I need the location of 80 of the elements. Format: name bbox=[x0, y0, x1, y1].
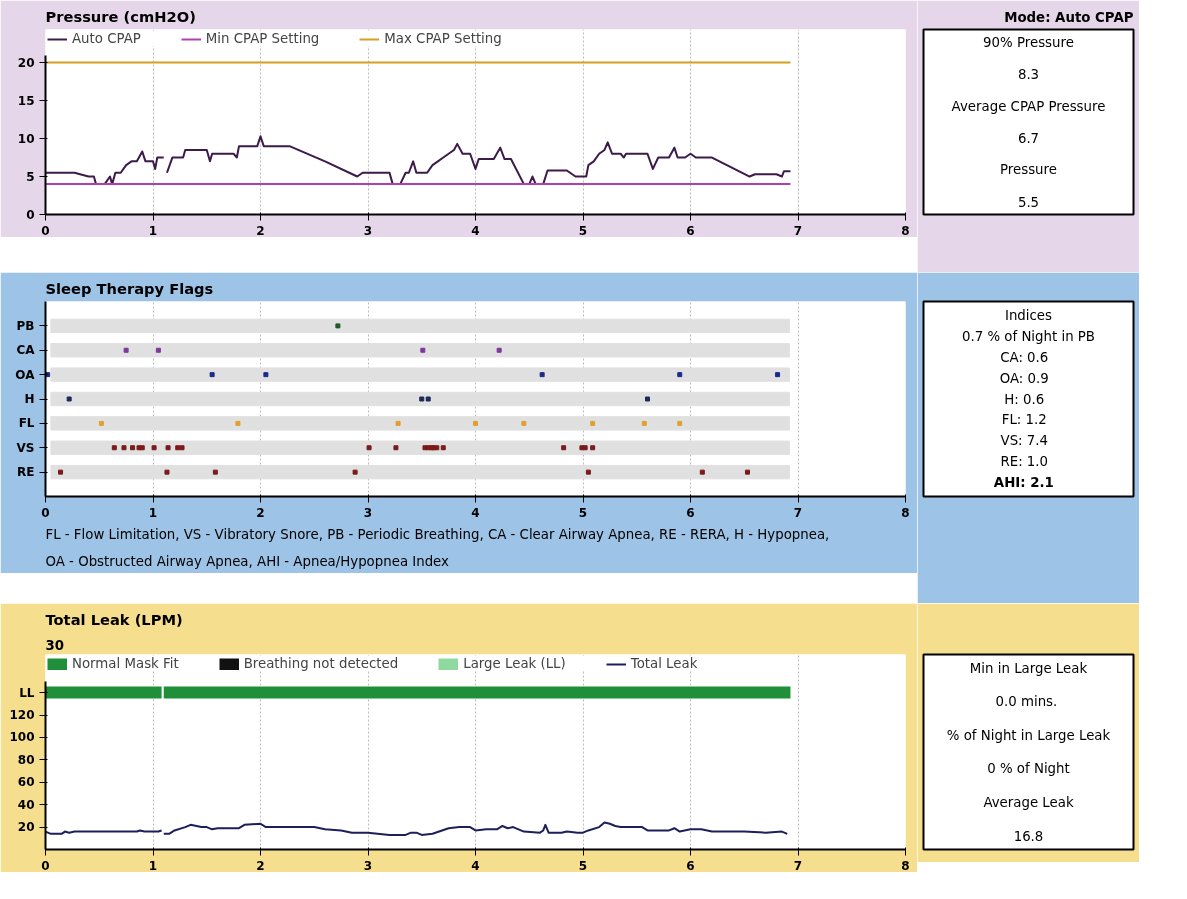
y-tick-label: 15 bbox=[17, 94, 35, 109]
text: Average CPAP Pressure bbox=[951, 98, 1106, 114]
y-tick-label: LL bbox=[19, 685, 35, 700]
x-tick-label: 1 bbox=[148, 223, 158, 238]
y-tick-label: 20 bbox=[17, 56, 35, 71]
x-tick-label: 4 bbox=[471, 223, 480, 238]
text: Pressure bbox=[1000, 162, 1057, 178]
legend-label: Min CPAP Setting bbox=[205, 31, 320, 46]
y-tick-label: CA bbox=[16, 343, 36, 358]
text: CA: 0.6 bbox=[1000, 349, 1049, 365]
text: 6.7 bbox=[1017, 130, 1040, 146]
y-tick-label: 5 bbox=[26, 170, 35, 185]
x-tick-label: 7 bbox=[793, 858, 803, 873]
chart-title: Total Leak (LPM) bbox=[45, 610, 183, 628]
x-tick-label: 4 bbox=[471, 505, 480, 520]
text: VS: 7.4 bbox=[1000, 433, 1049, 449]
y-tick-label: 80 bbox=[17, 752, 35, 767]
x-tick-label: 2 bbox=[256, 505, 265, 520]
text: 16.8 bbox=[1013, 828, 1044, 844]
x-tick-label: 5 bbox=[578, 505, 588, 520]
y-tick-label: 40 bbox=[17, 797, 35, 812]
chart-title: Sleep Therapy Flags bbox=[45, 279, 214, 297]
legend-label: Auto CPAP bbox=[72, 31, 141, 46]
y-tick-label: RE bbox=[17, 465, 35, 480]
x-tick-label: 4 bbox=[471, 858, 480, 873]
x-tick-label: 7 bbox=[793, 223, 803, 238]
x-tick-label: 5 bbox=[578, 858, 588, 873]
text: 30 bbox=[45, 637, 65, 653]
text: AHI: 2.1 bbox=[993, 475, 1054, 491]
text: H: 0.6 bbox=[1004, 391, 1045, 407]
text: Mode: Auto CPAP bbox=[1004, 9, 1134, 25]
y-tick-label: 20 bbox=[17, 820, 35, 835]
legend-label: Total Leak bbox=[630, 656, 698, 671]
x-tick-label: 2 bbox=[256, 223, 265, 238]
x-tick-label: 3 bbox=[363, 223, 373, 238]
y-tick-label: FL bbox=[18, 416, 35, 431]
text: 5.5 bbox=[1017, 194, 1040, 210]
legend-label: Max CPAP Setting bbox=[384, 31, 502, 46]
x-tick-label: 0 bbox=[41, 858, 50, 873]
text: 0.7 % of Night in PB bbox=[961, 328, 1096, 344]
x-tick-label: 7 bbox=[793, 505, 803, 520]
y-tick-label: VS bbox=[16, 440, 35, 455]
y-tick-label: H bbox=[24, 392, 35, 406]
chart-title: Pressure (cmH2O) bbox=[45, 7, 196, 25]
x-tick-label: 6 bbox=[686, 858, 695, 873]
x-tick-label: 8 bbox=[901, 223, 910, 238]
text: 8.3 bbox=[1017, 67, 1040, 83]
x-tick-label: 8 bbox=[901, 858, 910, 873]
text: RE: 1.0 bbox=[1000, 454, 1049, 470]
text: Indices bbox=[1004, 307, 1053, 323]
y-tick-label: 10 bbox=[17, 132, 35, 147]
x-tick-label: 3 bbox=[363, 858, 373, 873]
y-tick-label: 60 bbox=[17, 775, 35, 790]
x-tick-label: 1 bbox=[148, 858, 158, 873]
x-tick-label: 1 bbox=[148, 505, 158, 520]
text: OA: 0.9 bbox=[999, 370, 1049, 386]
legend-label: Large Leak (LL) bbox=[463, 656, 566, 671]
x-tick-label: 0 bbox=[41, 505, 50, 520]
y-tick-label: 0 bbox=[26, 208, 35, 222]
legend-label: Normal Mask Fit bbox=[72, 656, 179, 671]
x-tick-label: 5 bbox=[578, 223, 588, 238]
x-tick-label: 3 bbox=[363, 505, 373, 520]
y-tick-label: OA bbox=[15, 367, 36, 382]
text: 90% Pressure bbox=[983, 34, 1074, 50]
x-tick-label: 8 bbox=[901, 505, 910, 520]
y-tick-label: PB bbox=[16, 318, 35, 333]
x-tick-label: 6 bbox=[686, 223, 695, 238]
text: FL: 1.2 bbox=[1001, 412, 1047, 428]
text: % of Night in Large Leak bbox=[946, 727, 1111, 743]
text: FL - Flow Limitation, VS - Vibratory Snore, PB - Periodic Breathing, CA - Clear Airway Apnea, RE - RERA, H - Hypopnea, OA - Obstructed Airway Apnea, AHI - Apnea/Hypopnea Index bbox=[45, 526, 830, 569]
text: 0.0 mins. bbox=[995, 694, 1058, 710]
text: Average Leak bbox=[983, 794, 1074, 810]
x-tick-label: 0 bbox=[41, 223, 50, 238]
x-tick-label: 2 bbox=[256, 858, 265, 873]
y-tick-label: 100 bbox=[9, 730, 35, 745]
text: 0 % of Night bbox=[987, 761, 1070, 777]
y-tick-label: 120 bbox=[9, 708, 35, 723]
x-tick-label: 6 bbox=[686, 505, 695, 520]
text: Min in Large Leak bbox=[969, 660, 1088, 676]
legend-label: Breathing not detected bbox=[243, 656, 399, 671]
